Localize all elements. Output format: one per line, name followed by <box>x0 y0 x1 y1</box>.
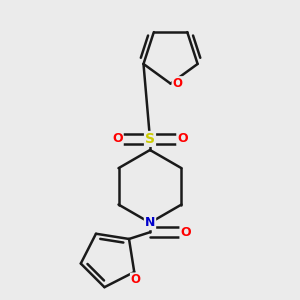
Text: O: O <box>112 132 123 146</box>
Text: O: O <box>131 273 141 286</box>
Text: S: S <box>145 132 155 146</box>
Text: O: O <box>172 77 182 90</box>
Text: O: O <box>180 226 191 239</box>
Text: O: O <box>177 132 188 146</box>
Text: N: N <box>145 216 155 229</box>
